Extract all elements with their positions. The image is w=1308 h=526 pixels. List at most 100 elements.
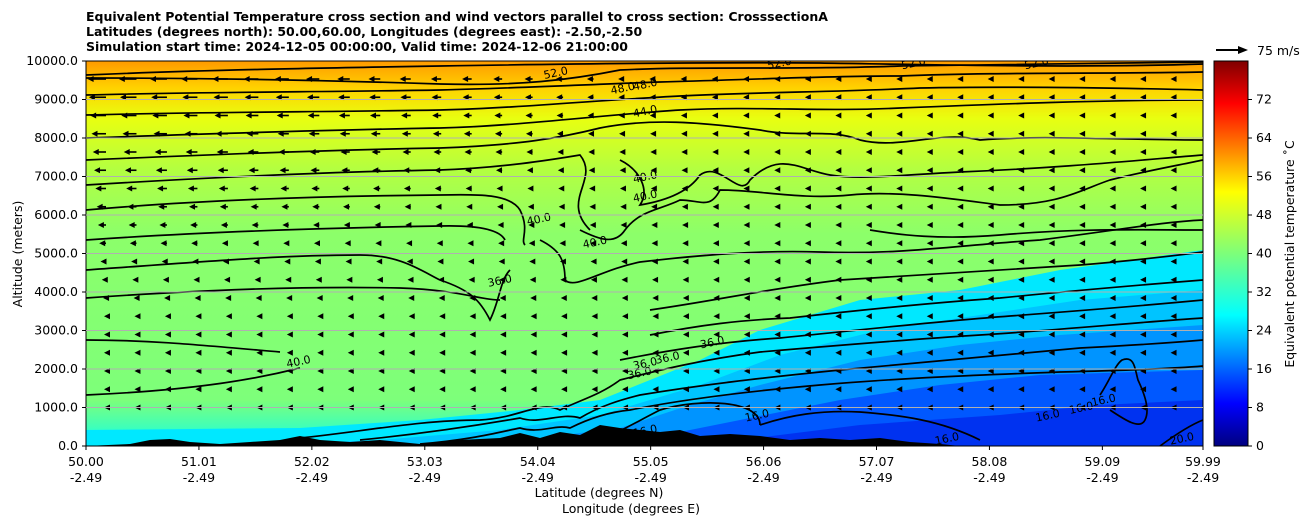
wind-vector [804, 313, 811, 320]
wind-vector [195, 313, 202, 320]
wind-vector [314, 240, 321, 247]
wind-vector [743, 240, 750, 247]
wind-vector [652, 295, 659, 301]
y-tick-label: 4000.0 [34, 284, 78, 299]
wind-vector [926, 240, 933, 247]
wind-vector [377, 295, 384, 301]
wind-vector [338, 112, 350, 119]
wind-vector [1079, 295, 1086, 301]
contour-label: 16.0 [934, 430, 961, 448]
wind-vector [743, 349, 750, 356]
wind-vector [896, 94, 903, 101]
wind-vector [378, 331, 385, 338]
wind-vector [281, 203, 289, 210]
wind-vector [463, 112, 472, 119]
wind-vector [243, 76, 259, 82]
contour-label-text: 36.0 [699, 334, 726, 352]
wind-vector [104, 349, 110, 356]
wind-vector [743, 167, 750, 174]
wind-vector [247, 149, 259, 155]
contour-label: 52.0 [766, 61, 793, 72]
wind-vector [1140, 203, 1147, 210]
wind-vector [957, 185, 964, 192]
wind-vector [681, 167, 688, 174]
x-tick-label-lat: 56.06 [746, 454, 782, 469]
wind-vector [926, 313, 933, 320]
wind-vector [987, 258, 994, 265]
wind-vector [651, 258, 658, 265]
wind-vector [865, 386, 872, 393]
wind-vector [373, 203, 381, 210]
wind-vector [494, 130, 503, 137]
wind-vector [104, 386, 110, 393]
wind-vector [496, 185, 503, 192]
wind-vector [559, 258, 566, 265]
wind-vector [865, 203, 872, 210]
wind-vector [151, 94, 167, 101]
wind-vector [1109, 331, 1116, 338]
wind-vector [162, 276, 169, 283]
wind-vector [1079, 149, 1086, 155]
wind-vector [957, 167, 964, 174]
wind-vector [378, 313, 385, 320]
wind-vector [591, 295, 598, 301]
wind-vector [308, 130, 320, 137]
x-tick-label-lon: -2.49 [1086, 470, 1118, 485]
wind-vector [466, 203, 473, 210]
x-tick-label-lat: 55.05 [633, 454, 669, 469]
wind-vector [309, 149, 320, 155]
wind-vector [256, 386, 263, 393]
wind-vector [926, 130, 933, 137]
wind-vector [774, 76, 781, 82]
wind-vector [743, 203, 750, 210]
wind-vector [561, 386, 568, 393]
wind-vector [132, 276, 139, 283]
wind-vector [896, 167, 903, 174]
wind-vector [652, 331, 659, 338]
contour-label-text: 40.0 [582, 234, 609, 252]
wind-vector [712, 222, 719, 228]
wind-vector [742, 76, 749, 82]
wind-vector [256, 331, 263, 338]
wind-vector [650, 167, 657, 174]
wind-vector [493, 94, 503, 101]
wind-vector [254, 276, 261, 283]
wind-vector [494, 112, 503, 119]
wind-vector [896, 149, 903, 155]
chart-title: Equivalent Potential Temperature cross s… [86, 9, 828, 54]
wind-vector [255, 295, 262, 301]
contour-line [86, 121, 1203, 161]
contour-line [1099, 358, 1148, 425]
wind-vector [987, 112, 994, 119]
contour-label-text: 16.0 [1090, 391, 1117, 409]
wind-vector [530, 313, 537, 320]
x-tick-label-lon: -2.49 [296, 470, 328, 485]
wind-vector [1048, 185, 1055, 192]
x-tick-label-lat: 59.09 [1084, 454, 1120, 469]
contour-label-text: 40.0 [285, 353, 312, 371]
wind-vector [341, 167, 350, 174]
wind-vector [957, 349, 964, 356]
x-axis-label-latitude: Latitude (degrees N) [535, 485, 664, 500]
colorbar-label: Equivalent potential temperature ˚C [1282, 140, 1297, 368]
wind-vector [1109, 295, 1116, 301]
wind-vector [556, 94, 564, 101]
wind-vector [926, 76, 933, 82]
wind-vector [865, 295, 872, 301]
x-tick-label-lon: -2.49 [747, 470, 779, 485]
wind-vector [1140, 295, 1147, 301]
wind-vector [276, 112, 289, 119]
wind-vector [469, 313, 476, 320]
wind-vector [835, 222, 842, 228]
wind-vector [957, 258, 964, 265]
wind-vector [1079, 203, 1086, 210]
y-tick-label: 1000.0 [34, 400, 78, 415]
wind-vector [90, 112, 106, 119]
wind-vector [469, 386, 476, 393]
colorbar-tick-label: 32 [1256, 284, 1272, 299]
wind-vector [774, 240, 781, 247]
wind-vector [587, 112, 594, 119]
contour-line [86, 86, 1203, 116]
contour-label-text: 16.0 [934, 430, 961, 448]
wind-vector [118, 76, 137, 82]
